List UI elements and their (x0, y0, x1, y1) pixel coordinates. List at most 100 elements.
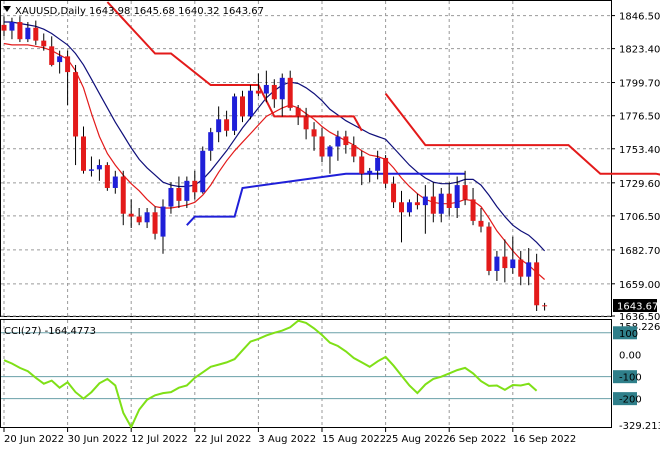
cci-tick-label: 100 (619, 329, 638, 340)
current-price-label: 1643.67 (617, 302, 658, 313)
cci-level-tag (613, 392, 637, 406)
bull-candle-body (454, 185, 460, 208)
bear-candle-body (176, 187, 182, 201)
bear-candle-body (224, 119, 230, 131)
bull-candle-body (25, 27, 31, 40)
price-tick-label: 1776.50 (619, 112, 660, 123)
bull-candle-body (510, 259, 516, 269)
bear-candle-body (81, 136, 86, 171)
time-tick-label: 6 Sep 2022 (449, 434, 506, 445)
bear-candle-body (41, 40, 47, 47)
price-tick-label: 1682.70 (619, 246, 660, 257)
stop-lines (106, 1, 660, 226)
bull-candle-body (144, 212, 150, 223)
support-stop-line (186, 172, 466, 226)
price-tick-label: 1636.50 (619, 312, 660, 323)
fast-ma-line (3, 42, 545, 280)
cci-tick-label: -100 (619, 373, 642, 384)
bull-candle-body (88, 169, 94, 171)
bear-candle-body (271, 84, 277, 100)
bear-candle-body (1, 24, 7, 31)
bear-candle-body (383, 157, 389, 184)
bear-candle-body (478, 220, 484, 227)
bull-candle-body (247, 90, 253, 117)
bull-candle-body (216, 119, 222, 133)
cci-tick-label: -200 (619, 395, 642, 406)
bear-candle-body (359, 156, 365, 174)
bear-candle-body (33, 27, 39, 41)
price-tick-label: 1823.40 (619, 45, 660, 56)
price-tick-label: 1846.50 (619, 12, 660, 23)
bull-candle-body (160, 206, 166, 237)
symbol-header: XAUUSD,Daily 1643.98 1645.68 1640.32 164… (15, 6, 264, 17)
bear-candle-body (399, 202, 404, 213)
bear-candle-body (414, 202, 420, 206)
cci-tick-label: 158.226 (619, 322, 660, 333)
cci-series-line (3, 319, 538, 430)
bull-candle-body (200, 150, 206, 193)
bear-candle-body (502, 256, 508, 269)
time-tick-label: 30 Jun 2022 (68, 434, 128, 445)
bear-candle-body (128, 213, 134, 217)
time-tick-label: 16 Sep 2022 (513, 434, 576, 445)
bear-candle-body (295, 107, 301, 117)
bear-candle-body (534, 262, 540, 306)
cci-label: CCI(27) -164.4773 (4, 326, 96, 337)
time-tick-label: 20 Jun 2022 (4, 434, 64, 445)
bear-candle-body (136, 216, 142, 223)
bear-candle-body (303, 116, 309, 130)
bull-candle-body (438, 193, 444, 214)
bear-candle-body (343, 136, 349, 146)
bull-candle-body (168, 187, 174, 207)
bull-candle-body (327, 146, 333, 157)
current-price-tag (613, 299, 657, 312)
time-tick-label: 25 Aug 2022 (386, 434, 450, 445)
bear-candle-body (311, 129, 317, 137)
bull-candle-body (279, 77, 285, 100)
cci-level-tag (613, 326, 637, 340)
price-tick-label: 1753.40 (619, 145, 660, 156)
bull-candle-body (406, 202, 412, 213)
bull-candle-body (367, 170, 373, 174)
bear-candle-body (351, 145, 357, 157)
bear-candle-body (120, 176, 126, 214)
bull-candle-body (335, 136, 341, 147)
bull-candle-body (57, 56, 63, 63)
bear-candle-body (104, 165, 110, 188)
bear-candle-body (319, 136, 325, 157)
bear-candle-body (255, 90, 261, 94)
bear-candle-body (17, 22, 23, 40)
dropdown-triangle-icon[interactable] (3, 6, 11, 12)
bull-candle-body (96, 165, 102, 170)
bull-candle-body (184, 180, 190, 201)
bear-candle-body (446, 193, 452, 208)
resistance-stop-line (384, 92, 660, 176)
price-axis: 1846.50 1823.40 1799.70 1776.50 1753.40 1729.… (611, 12, 660, 323)
time-tick-label: 3 Aug 2022 (258, 434, 316, 445)
bear-candle-body (49, 46, 55, 65)
bull-candle-body (494, 256, 500, 271)
cci-level-tag (613, 370, 637, 384)
cci-level-lines (1, 332, 611, 400)
bull-candle-body (9, 22, 15, 31)
resistance-stop-line (106, 1, 363, 132)
bull-candle-body (422, 196, 428, 206)
indicator-panel-frame (0, 319, 612, 428)
bear-candle-body (192, 180, 198, 193)
bear-candle-body (542, 305, 548, 307)
bull-candle-body (263, 84, 269, 94)
bear-candle-body (518, 259, 524, 277)
bear-candle-body (65, 56, 71, 73)
bear-candle-body (430, 196, 436, 214)
bull-candle-body (375, 157, 381, 171)
price-tick-label: 1799.70 (619, 79, 660, 90)
bull-candle-body (526, 262, 532, 277)
price-tick-label: 1729.60 (619, 179, 660, 190)
time-axis: 20 Jun 2022 30 Jun 2022 12 Jul 2022 22 Jul … (3, 428, 576, 445)
time-tick-label: 12 Jul 2022 (131, 434, 188, 445)
candles (1, 16, 548, 311)
bear-candle-body (462, 185, 468, 200)
bear-candle-body (73, 72, 79, 137)
